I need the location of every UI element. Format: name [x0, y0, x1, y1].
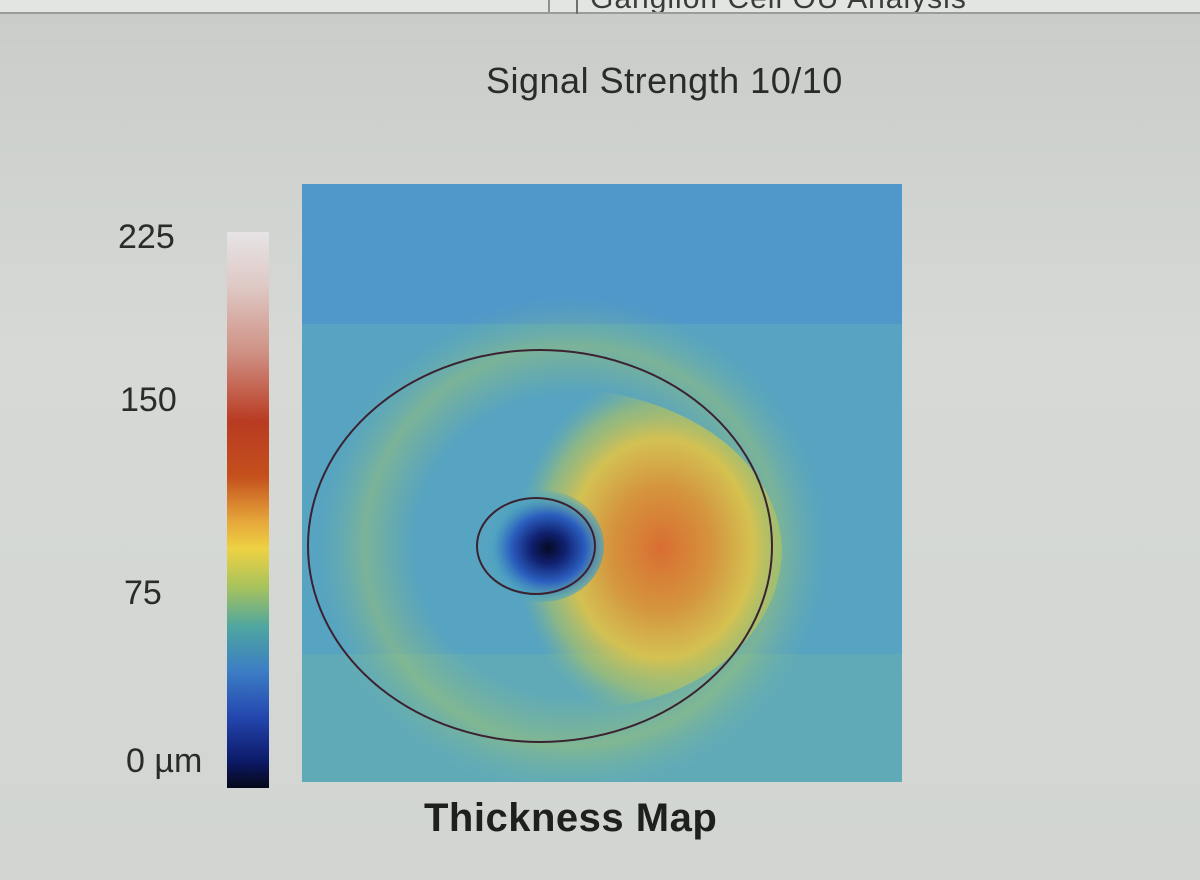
top-divider	[548, 0, 550, 12]
outer-ring-circle	[307, 349, 773, 743]
thickness-map-graphic	[302, 184, 902, 782]
thickness-colorbar	[227, 232, 269, 788]
colorbar-tick-75: 75	[124, 574, 162, 612]
inner-ring-circle	[476, 497, 596, 595]
thickness-map-title: Thickness Map	[424, 796, 718, 840]
window-title: Ganglion Cell OU Analysis	[590, 0, 1110, 12]
signal-strength-label: Signal Strength 10/10	[486, 60, 843, 101]
thickness-map-image	[302, 184, 902, 782]
top-divider	[576, 0, 578, 14]
colorbar-tick-min: 0 µm	[126, 742, 203, 780]
colorbar-tick-max: 225	[118, 218, 175, 256]
colorbar-tick-150: 150	[120, 381, 177, 419]
thick-region	[513, 387, 782, 709]
window-top-strip	[0, 0, 1200, 14]
fovea-region	[480, 490, 604, 602]
